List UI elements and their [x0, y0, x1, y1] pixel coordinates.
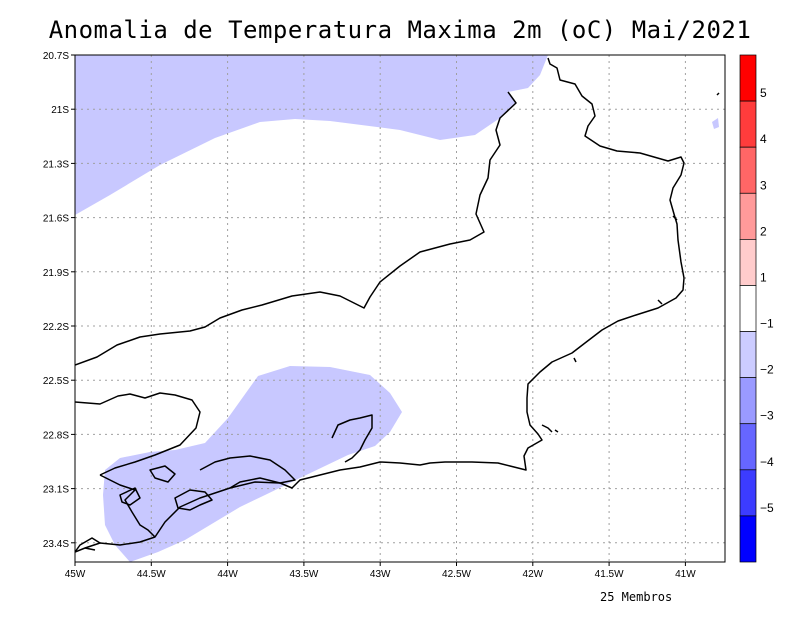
- colorbar-label: −1: [760, 317, 774, 331]
- boundaries: [75, 57, 720, 553]
- ensemble-members-label: 25 Membros: [600, 590, 673, 604]
- lon-label: 42W: [523, 569, 544, 580]
- map-frame: [74, 54, 726, 563]
- map-title: Anomalia de Temperatura Maxima 2m (oC) M…: [48, 16, 752, 44]
- lat-label: 20.7S: [43, 51, 69, 62]
- lon-label: 43.5W: [289, 569, 318, 580]
- islet-cabo-frio: [541, 424, 559, 433]
- axis-ticks: 20.7S 21S 21.3S 21.6S 21.9S 22.2S 22.5S 22.8S 23…: [43, 51, 696, 580]
- lon-label: 44.5W: [137, 569, 166, 580]
- island-ilha-grande: [174, 489, 213, 511]
- island-islets: [149, 465, 176, 483]
- coast-bay-west: [99, 474, 156, 538]
- colorbar-swatch: [739, 469, 757, 517]
- anomaly-area-northeast: [712, 118, 719, 129]
- lat-label: 21.6S: [43, 214, 69, 225]
- lon-label: 42.5W: [442, 569, 471, 580]
- lat-label: 22.8S: [43, 430, 69, 441]
- lat-label: 21.9S: [43, 268, 69, 279]
- colorbar-label: 2: [760, 224, 767, 238]
- colorbar-swatch: [739, 331, 757, 378]
- lon-label: 43W: [370, 569, 391, 580]
- colorbar-swatch: [739, 377, 757, 425]
- colorbar-label: −4: [760, 455, 774, 469]
- colorbar-swatch: [739, 54, 757, 102]
- lat-label: 23.1S: [43, 485, 69, 496]
- state-border: [75, 57, 685, 553]
- colorbar-swatch: [739, 285, 757, 332]
- lon-label: 41W: [675, 569, 696, 580]
- lon-label: 44W: [217, 569, 238, 580]
- minas-border: [75, 392, 201, 476]
- colorbar-label: −5: [760, 501, 774, 515]
- anomaly-shading: [75, 55, 719, 562]
- anomaly-area-north: [75, 55, 548, 215]
- coast-sepetiba: [199, 455, 296, 489]
- colorbar-swatch: [739, 239, 757, 286]
- lon-label: 45W: [65, 569, 86, 580]
- coast-south-segment: [75, 537, 101, 553]
- lat-label: 22.5S: [43, 376, 69, 387]
- graticule: [75, 55, 725, 562]
- coast-north-detail: [573, 92, 720, 363]
- colorbar-label: −2: [760, 363, 774, 377]
- anomaly-area-south: [103, 366, 402, 562]
- lat-label: 22.2S: [43, 322, 69, 333]
- colorbar-label: 1: [760, 270, 767, 284]
- colorbar-swatch: [739, 192, 757, 240]
- colorbar-swatch: [739, 146, 757, 194]
- lat-label: 21S: [51, 105, 69, 116]
- lat-label: 23.4S: [43, 539, 69, 550]
- guanabara-bay: [331, 414, 373, 463]
- colorbar-label: −3: [760, 409, 774, 423]
- colorbar-swatch: [739, 515, 757, 563]
- colorbar: 5 4 3 2 1 −1 −2 −3 −4 −5: [739, 54, 774, 563]
- lon-label: 41.5W: [595, 569, 624, 580]
- colorbar-swatch: [739, 423, 757, 471]
- colorbar-label: 5: [760, 86, 767, 100]
- colorbar-swatch: [739, 100, 757, 148]
- inland-border: [75, 91, 517, 366]
- colorbar-label: 3: [760, 178, 767, 192]
- colorbar-label: 4: [760, 132, 767, 146]
- lat-label: 21.3S: [43, 159, 69, 170]
- island-west: [119, 487, 141, 506]
